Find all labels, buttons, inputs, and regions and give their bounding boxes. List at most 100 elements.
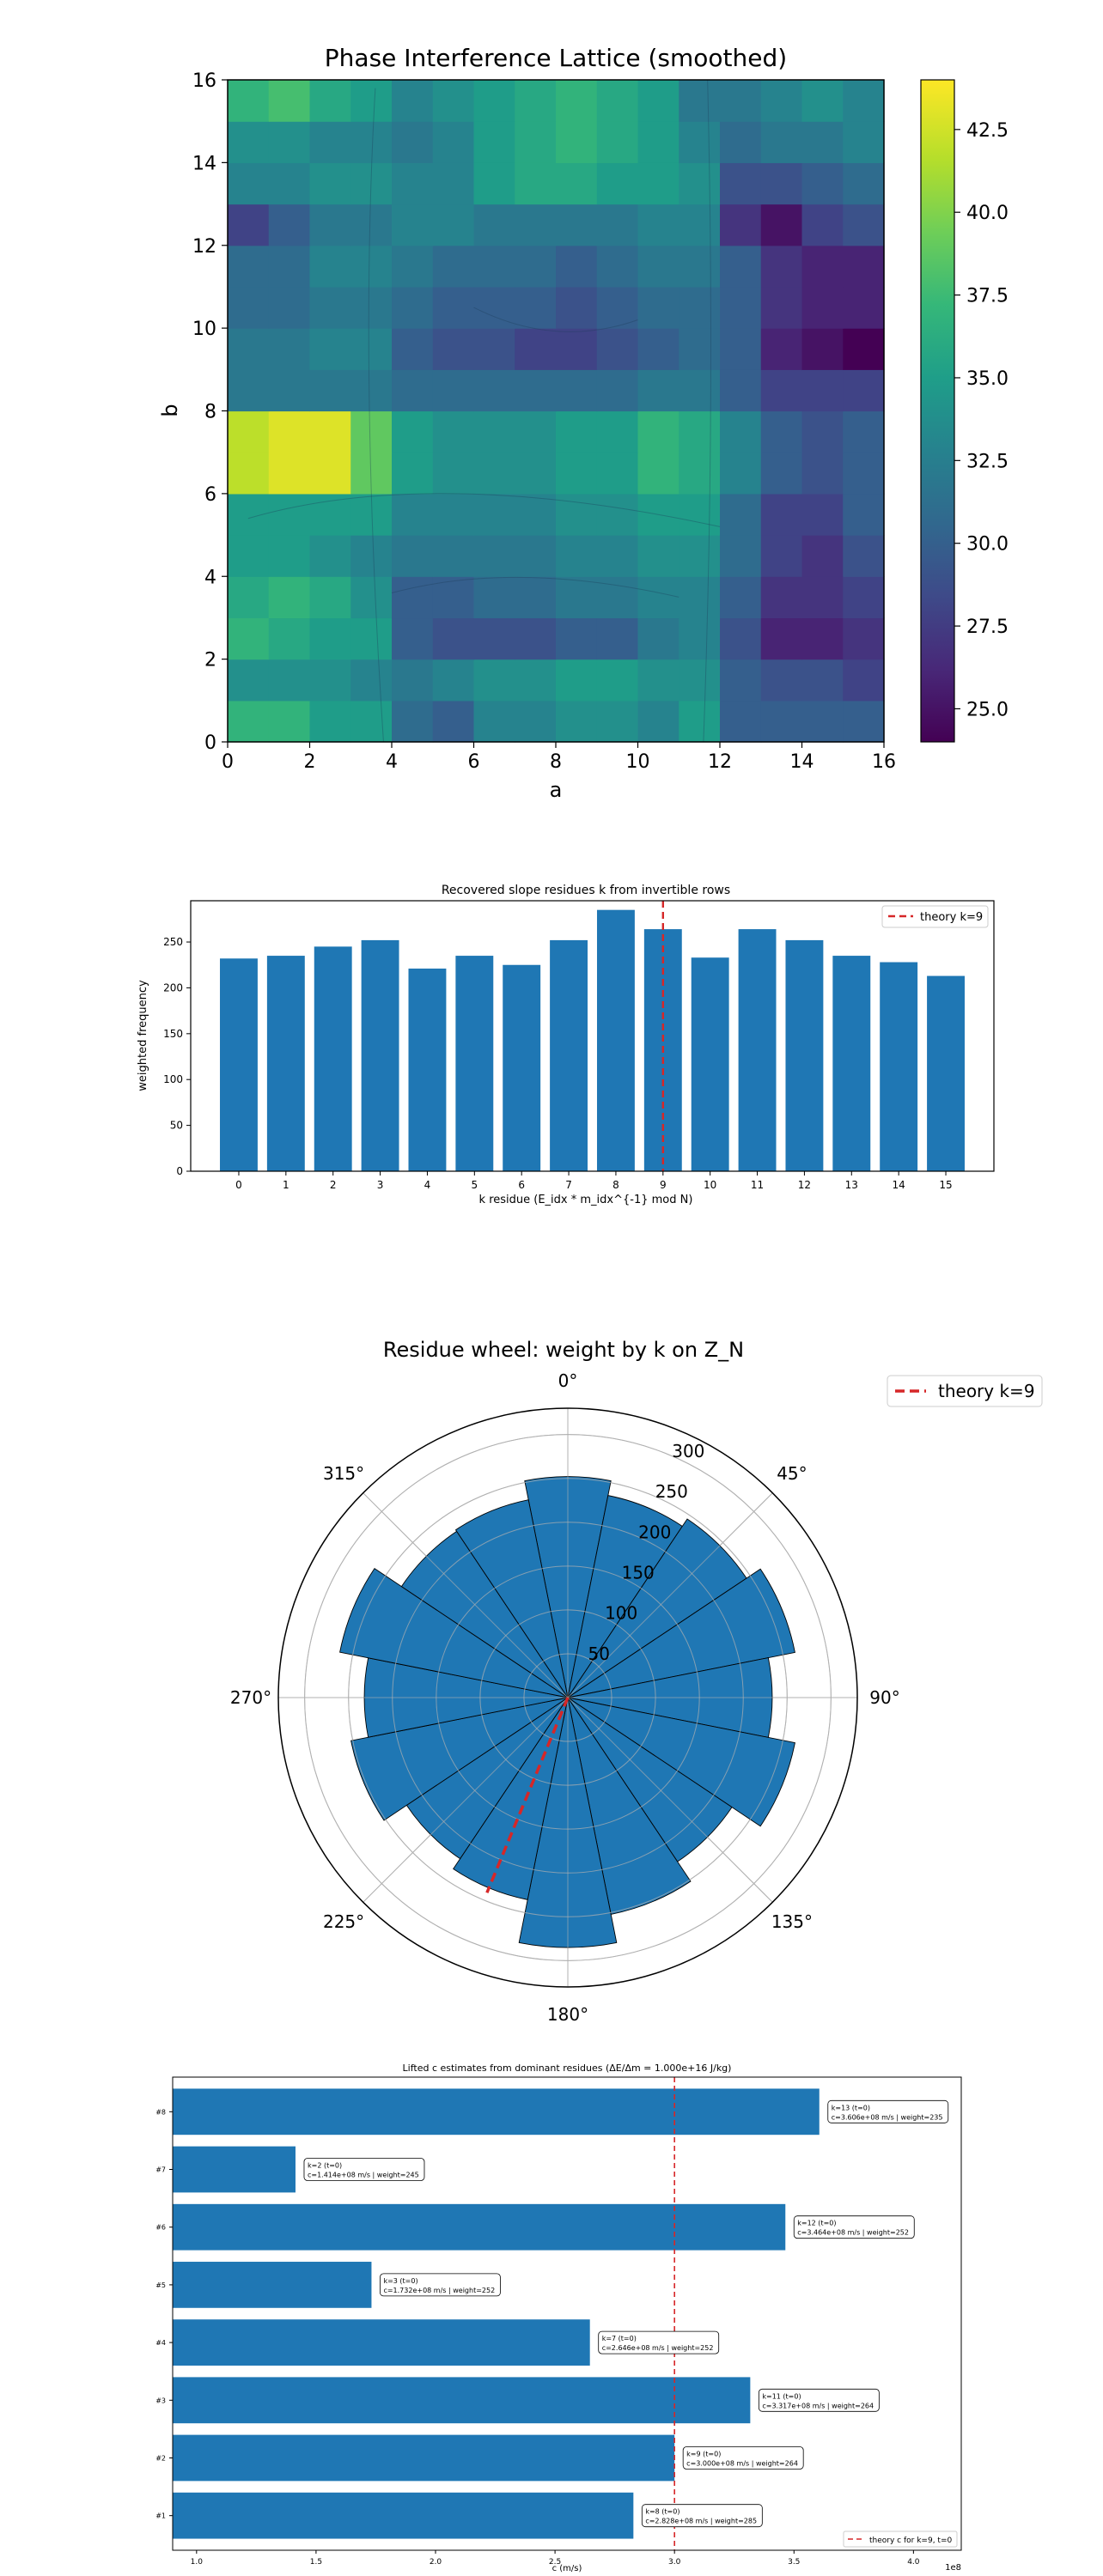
heatmap-cell <box>309 369 351 412</box>
heatmap-cell <box>760 452 803 495</box>
heatmap-cell <box>801 410 844 453</box>
heatmap-cell <box>679 121 721 163</box>
heatmap-cell <box>843 204 885 246</box>
heatmap-cell <box>801 245 844 288</box>
colorbar-tick-label: 37.5 <box>966 286 1009 307</box>
heatmap-cell <box>843 659 885 702</box>
heatmap-cell <box>350 410 393 453</box>
heatmap-cell <box>801 535 844 577</box>
wheel-outer-circle <box>277 1407 858 1988</box>
heatmap-cells <box>228 80 885 743</box>
heatmap-cell <box>473 617 515 660</box>
heatmap-cell <box>843 162 885 205</box>
heatmap-cell <box>309 80 351 122</box>
heatmap-cell <box>556 245 598 288</box>
heatmap-cell <box>720 162 762 205</box>
bar-chart-bar <box>691 957 729 1171</box>
heatmap-cell <box>843 80 885 122</box>
heatmap-cell <box>720 452 762 495</box>
heatmap-cell <box>760 576 803 619</box>
heatmap-y-tick-label: 0 <box>204 732 216 754</box>
hbar-bar <box>173 2203 786 2251</box>
heatmap-cell <box>760 659 803 702</box>
heatmap-cell <box>843 452 885 495</box>
heatmap-cell <box>556 162 598 205</box>
hbar-y-tick-label: #2 <box>155 2454 166 2462</box>
heatmap-cell <box>392 493 434 536</box>
heatmap-cell <box>268 204 311 246</box>
heatmap-cell <box>720 245 762 288</box>
heatmap-cell <box>473 162 515 205</box>
wheel-grid-spoke-overlay <box>363 1697 569 1903</box>
heatmap-cell <box>596 80 639 122</box>
heatmap-cell <box>268 576 311 619</box>
wheel-legend: theory k=9 <box>887 1375 1043 1407</box>
bar-chart-bar <box>220 958 258 1171</box>
heatmap-cell <box>309 700 351 743</box>
wheel-angle-label: 90° <box>869 1687 899 1708</box>
heatmap-cell <box>515 452 557 495</box>
hbar-annotation-line1: k=13 (t=0) <box>832 2104 870 2111</box>
heatmap-cell <box>432 617 475 660</box>
heatmap-cell <box>515 700 557 743</box>
heatmap-cell <box>556 493 598 536</box>
bar-chart-x-tick-label: 7 <box>565 1179 572 1191</box>
heatmap-cell <box>515 245 557 288</box>
heatmap-cell <box>596 162 639 205</box>
heatmap-cell <box>760 617 803 660</box>
heatmap-cell <box>392 369 434 412</box>
hbar-legend: theory c for k=9, t=0 <box>843 2530 958 2548</box>
heatmap-cell <box>596 369 639 412</box>
colorbar-tick-label: 35.0 <box>966 368 1009 390</box>
heatmap-cell <box>473 535 515 577</box>
heatmap-cell <box>515 617 557 660</box>
bar-chart-y-tick-label: 250 <box>163 936 183 948</box>
heatmap-cell <box>720 204 762 246</box>
hbar-annotation-line2: c=3.317e+08 m/s | weight=264 <box>762 2402 874 2409</box>
heatmap-cell <box>760 535 803 577</box>
heatmap-cell <box>473 286 515 329</box>
heatmap-cell <box>556 410 598 453</box>
heatmap-cell <box>268 245 311 288</box>
hbar-frame <box>172 2076 962 2551</box>
heatmap-cell <box>350 121 393 163</box>
bar-chart-bar <box>738 929 777 1171</box>
wheel-theory-line <box>485 1697 570 1893</box>
wheel-bar <box>454 1499 569 1698</box>
wheel-grid-overlay <box>278 1408 857 1987</box>
hbar-annotation-line1: k=9 (t=0) <box>686 2450 721 2458</box>
heatmap-cell <box>801 162 844 205</box>
heatmap-cell <box>556 204 598 246</box>
bar-chart-x-tick-label: 2 <box>330 1179 337 1191</box>
bar-chart-x-tick-label: 9 <box>660 1179 667 1191</box>
heatmap-cell <box>309 162 351 205</box>
heatmap-x-tick-label: 14 <box>790 751 814 773</box>
heatmap-cell <box>596 204 639 246</box>
bar-chart-legend: theory k=9 <box>881 905 989 928</box>
heatmap-cell <box>228 617 270 660</box>
heatmap-x-label: a <box>550 778 563 802</box>
heatmap-cell <box>350 286 393 329</box>
hbar-annotation-box <box>758 2388 880 2412</box>
heatmap-cell <box>556 452 598 495</box>
heatmap-cell <box>309 576 351 619</box>
heatmap-cell <box>637 617 679 660</box>
heatmap-cell <box>720 121 762 163</box>
hbar-bar <box>173 2262 372 2308</box>
wheel-grid-spoke-overlay <box>567 1697 773 1903</box>
wheel-angle-label: 180° <box>547 2004 588 2025</box>
heatmap-cell <box>801 452 844 495</box>
hbar-annotation-line2: c=3.606e+08 m/s | weight=235 <box>832 2113 943 2121</box>
heatmap-cell <box>473 245 515 288</box>
heatmap-cell <box>720 286 762 329</box>
hbar-y-tick-label: #6 <box>155 2224 166 2232</box>
heatmap-cell <box>556 286 598 329</box>
heatmap-cell <box>392 328 434 370</box>
heatmap-cell <box>432 80 475 122</box>
heatmap-cell <box>228 410 270 453</box>
heatmap-cell <box>432 286 475 329</box>
heatmap-cell <box>637 245 679 288</box>
heatmap-cell <box>432 410 475 453</box>
wheel-bar <box>339 1568 569 1698</box>
heatmap-cell <box>596 700 639 743</box>
